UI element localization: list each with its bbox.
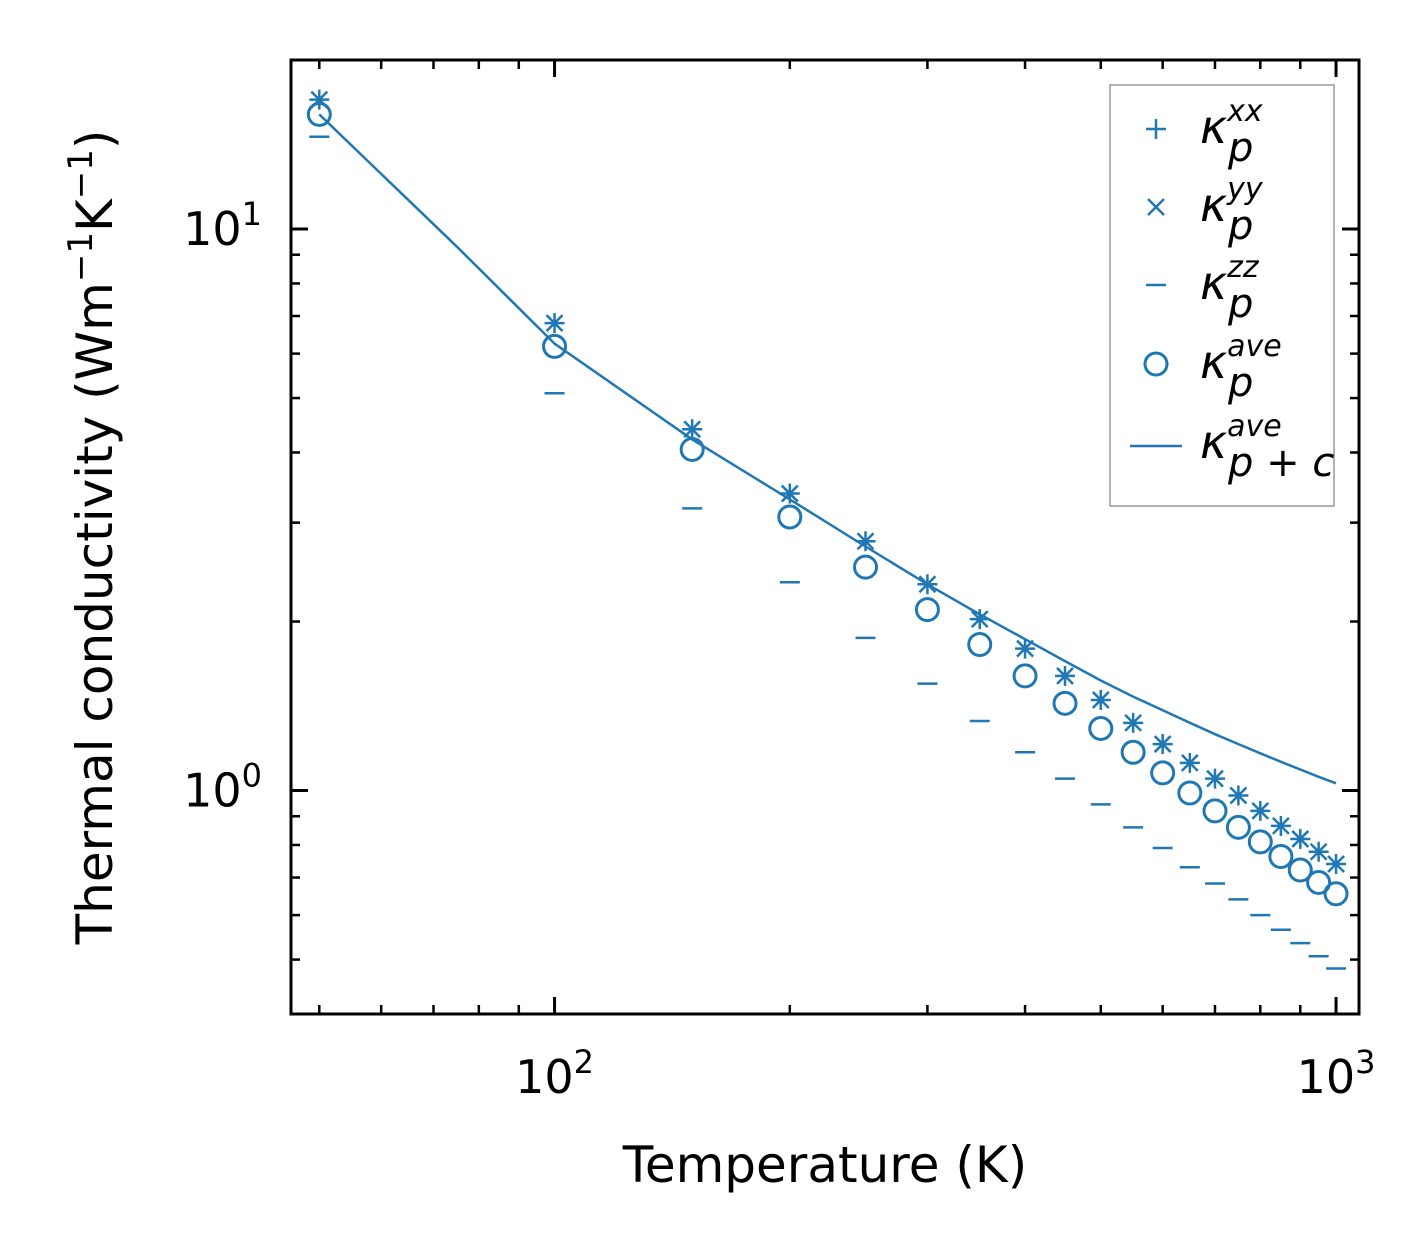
- x-tick-label: 102: [515, 1043, 594, 1104]
- data-point-x: [683, 420, 702, 439]
- plot-frame: [289, 58, 1361, 1016]
- data-point-x: [545, 314, 564, 332]
- data-point-circle: [1287, 857, 1313, 883]
- legend-label: κave: [1200, 409, 1282, 469]
- plot-series: [306, 89, 1349, 970]
- legend-label: κyy: [1200, 172, 1264, 232]
- data-point-x: [1180, 754, 1199, 772]
- data-point-circle: [1150, 760, 1176, 786]
- data-point-x: [970, 610, 989, 628]
- legend-label-subscript: p: [1227, 203, 1253, 249]
- legend-label-subscript: p: [1227, 360, 1253, 406]
- data-point-x: [1056, 667, 1074, 685]
- data-point-x: [1251, 801, 1270, 820]
- data-point-circle: [1225, 814, 1251, 840]
- data-point-circle: [777, 504, 803, 530]
- legend-box: [1109, 84, 1335, 507]
- data-point-circle: [1012, 663, 1038, 689]
- data-point-x: [1229, 786, 1248, 805]
- data-point-x: [1091, 691, 1110, 709]
- data-point-x: [1291, 830, 1310, 848]
- legend-marker-plus: [1146, 119, 1166, 139]
- data-point-x: [856, 532, 875, 551]
- y-tick-label: 100: [183, 757, 262, 818]
- data-point-circle: [853, 554, 879, 580]
- data-point-circle: [1268, 844, 1294, 870]
- data-point-x: [1016, 639, 1034, 658]
- data-point-circle: [1177, 780, 1203, 806]
- data-point-circle: [1306, 869, 1332, 895]
- legend-label-subscript: p: [1227, 125, 1253, 171]
- series-x: [310, 90, 1345, 873]
- data-point-x: [1153, 735, 1172, 753]
- data-point-circle: [1120, 739, 1146, 765]
- data-point-circle: [306, 101, 332, 127]
- y-axis-title: Thermal conductivity (Wm−1K−1): [61, 130, 124, 946]
- y-tick-label: 101: [183, 195, 262, 256]
- data-point-circle: [1202, 798, 1228, 824]
- x-axis-title: Temperature (K): [622, 1136, 1027, 1194]
- data-point-x: [1327, 855, 1345, 873]
- series-hline: [309, 135, 1347, 970]
- data-point-x: [1206, 769, 1224, 788]
- data-point-x: [1271, 817, 1290, 835]
- legend-marker-circle: [1143, 351, 1169, 377]
- series-circle: [306, 101, 1349, 907]
- legend-label: κxx: [1200, 94, 1263, 154]
- legend-marker-x: [1147, 198, 1165, 216]
- legend-label-subscript: p: [1227, 281, 1253, 327]
- data-point-circle: [1323, 881, 1349, 907]
- tick-labels: 102 103 100 101: [183, 195, 1375, 1104]
- line-kappa-p-plus-c-ave: [318, 113, 1337, 785]
- data-point-x: [780, 484, 799, 503]
- data-point-x: [918, 575, 937, 594]
- data-point-x: [1309, 842, 1328, 861]
- major-ticks: [291, 60, 1359, 1014]
- data-point-circle: [1052, 690, 1078, 716]
- data-point-circle: [914, 597, 940, 623]
- data-point-circle: [967, 632, 993, 658]
- x-tick-label: 103: [1297, 1043, 1376, 1104]
- legend-label: κave: [1200, 329, 1282, 389]
- data-point-circle: [1247, 829, 1273, 855]
- data-point-circle: [542, 333, 568, 359]
- legend-label-subscript: p + c: [1227, 440, 1334, 486]
- legend-label: κzz: [1200, 250, 1260, 310]
- data-point-x: [1124, 713, 1143, 732]
- data-point-circle: [1088, 715, 1114, 741]
- data-point-circle: [679, 436, 705, 462]
